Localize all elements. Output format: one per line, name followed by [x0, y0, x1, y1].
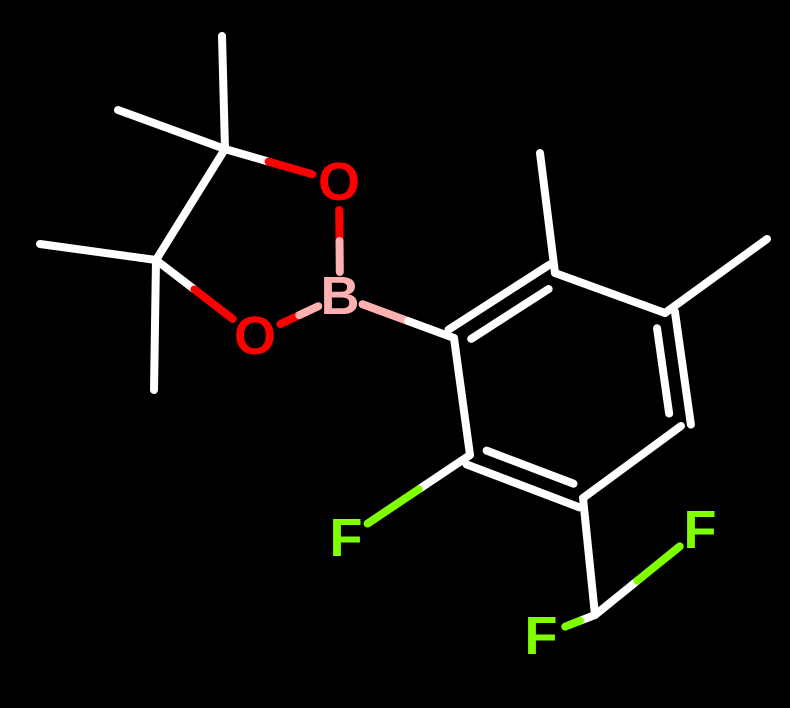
- bond: [454, 338, 470, 455]
- bond: [657, 312, 691, 425]
- bond: [40, 244, 156, 260]
- bond: [540, 153, 555, 273]
- bond: [156, 260, 233, 319]
- bond: [225, 149, 312, 174]
- bond: [449, 265, 550, 339]
- bond: [156, 149, 225, 260]
- bond: [583, 426, 681, 498]
- bond: [665, 239, 767, 313]
- bond: [222, 36, 225, 149]
- atom-F: F: [684, 500, 717, 560]
- atom-O: O: [234, 306, 276, 366]
- bond: [363, 304, 454, 338]
- bond: [583, 498, 595, 615]
- atom-B: B: [321, 266, 360, 326]
- atom-O: O: [318, 152, 360, 212]
- atom-F: F: [525, 606, 558, 666]
- bond: [154, 260, 156, 390]
- bond: [595, 546, 680, 615]
- bond: [118, 110, 225, 149]
- bond: [565, 615, 595, 627]
- atom-F: F: [330, 508, 363, 568]
- bond: [280, 306, 318, 324]
- bond: [339, 210, 340, 272]
- bond: [466, 451, 579, 508]
- bond: [555, 273, 665, 313]
- molecule-diagram: O OB F F F: [0, 0, 790, 708]
- bond: [368, 455, 470, 524]
